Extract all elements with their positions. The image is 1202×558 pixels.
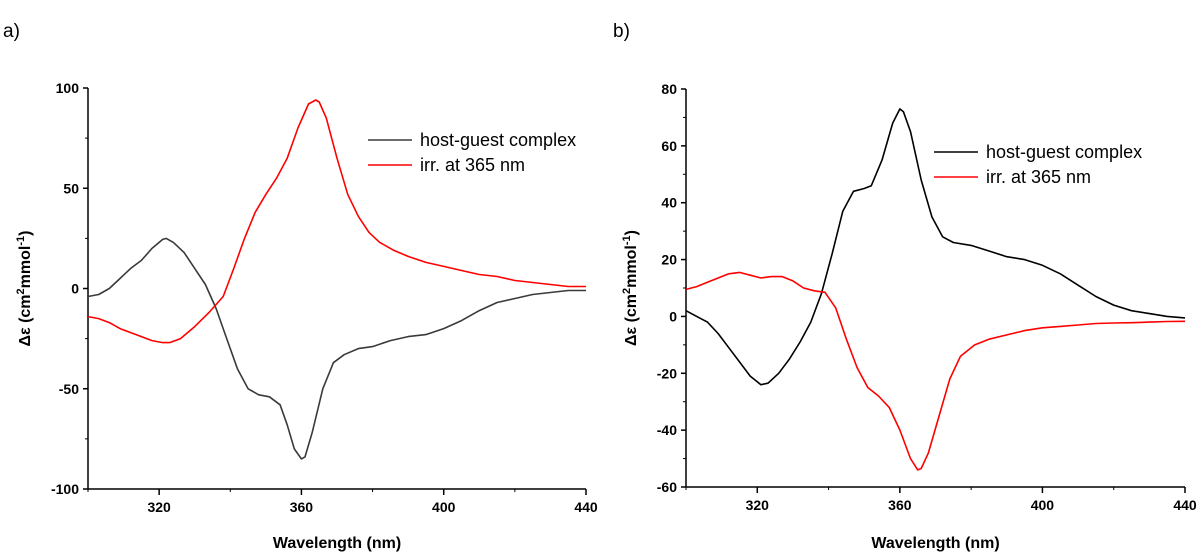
panel-label: a)	[3, 21, 20, 42]
x-tick-label: 360	[290, 499, 314, 515]
y-tick-label: 20	[661, 252, 677, 268]
y-axis-title-part: -1	[15, 236, 27, 246]
y-axis-title: Δε (cm2mmol-1)	[621, 230, 640, 346]
x-tick-label: 320	[147, 499, 171, 515]
legend: host-guest complex irr. at 365 nm	[368, 130, 576, 175]
series-line-irr-at-365nm	[685, 271, 1186, 471]
legend-label: host-guest complex	[420, 130, 576, 150]
x-tick-label: 400	[432, 499, 456, 515]
x-tick-label: 320	[746, 497, 770, 513]
y-axis-title-part: )	[623, 230, 640, 235]
x-axis-title: Wavelength (nm)	[273, 535, 401, 552]
legend: host-guest complex irr. at 365 nm	[934, 142, 1142, 187]
y-tick-label: -100	[51, 481, 79, 497]
series-line-host-guest-complex	[87, 237, 586, 460]
legend-label: irr. at 365 nm	[986, 167, 1091, 187]
y-tick-label: 60	[661, 138, 677, 154]
y-axis-title-part: Δε (cm	[623, 294, 640, 346]
y-axis-title-part: 2	[621, 288, 633, 294]
x-tick-label: 360	[888, 497, 912, 513]
y-tick-label: -40	[657, 422, 677, 438]
y-tick-label: -60	[657, 479, 677, 495]
y-axis-title-part: mmol	[623, 245, 640, 288]
y-tick-label: 50	[63, 180, 79, 196]
y-axis-title-part: 2	[15, 288, 27, 294]
x-tick-label: 400	[1031, 497, 1055, 513]
legend-label: host-guest complex	[986, 142, 1142, 162]
series-line-host-guest-complex	[685, 108, 1186, 386]
x-tick-label: 440	[574, 499, 598, 515]
y-axis-title-part: Δε (cm	[17, 294, 34, 346]
y-tick-label: -50	[59, 381, 79, 397]
panel-label: b)	[613, 21, 630, 42]
y-tick-label: 0	[669, 308, 677, 324]
chart-panel-b: b) -60 -40 -20 0 20 40 60 80 320 360 400 440 Waveleng…	[613, 21, 1197, 552]
chart-panel-a: a) -100 -50 0 50 100 320 360 400 440 Wavelength (n…	[3, 21, 598, 552]
y-axis-title: Δε (cm2mmol-1)	[15, 231, 34, 347]
y-axis-title-part: -1	[621, 235, 633, 245]
x-tick-label: 440	[1173, 497, 1197, 513]
x-axis-title: Wavelength (nm)	[871, 535, 999, 552]
y-tick-label: 100	[56, 80, 80, 96]
y-tick-label: 0	[71, 281, 79, 297]
y-axis-title-part: mmol	[17, 246, 34, 289]
series-line-irr-at-365nm	[87, 99, 586, 344]
y-tick-label: 40	[661, 195, 677, 211]
y-axis-title-part: )	[17, 231, 34, 236]
y-tick-label: -20	[657, 365, 677, 381]
legend-label: irr. at 365 nm	[420, 155, 525, 175]
y-tick-label: 80	[661, 81, 677, 97]
